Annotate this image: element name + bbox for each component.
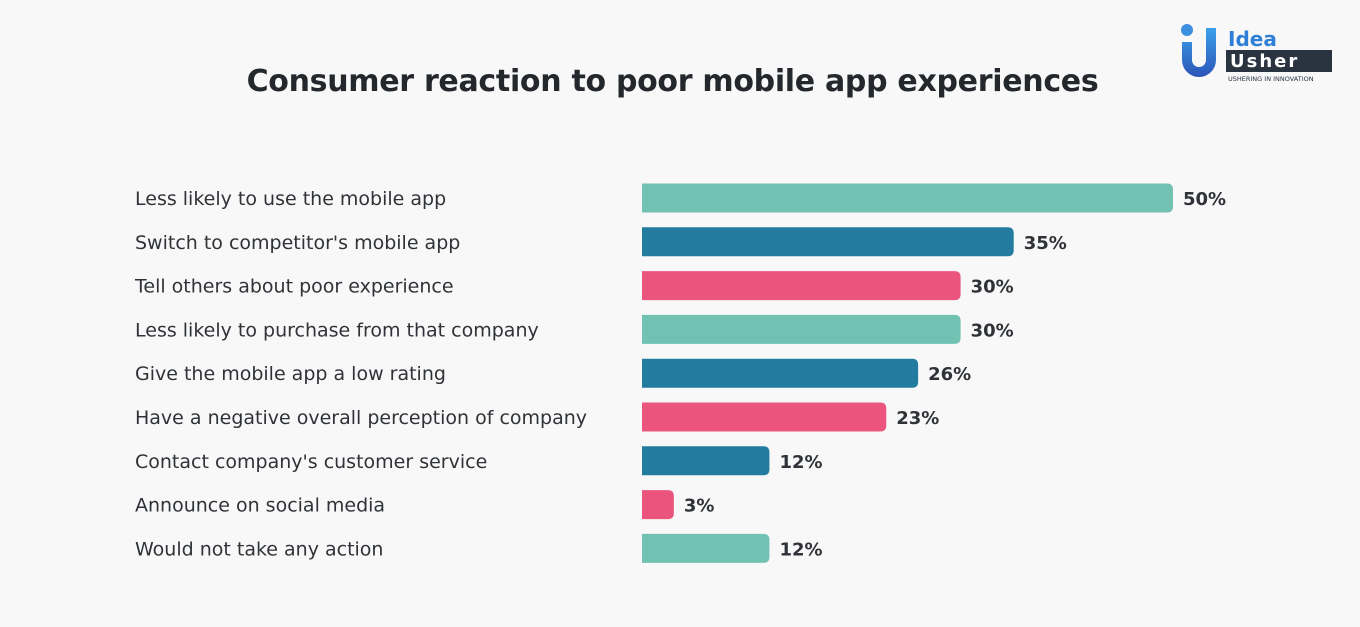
bar [642, 271, 961, 301]
bar [642, 402, 887, 432]
value-label: 12% [779, 539, 822, 560]
value-label: 50% [1183, 189, 1226, 210]
bar [642, 227, 1014, 257]
category-label: Give the mobile app a low rating [135, 363, 446, 385]
value-label: 35% [1024, 233, 1067, 254]
idea-usher-logo: Idea Usher USHERING IN INNOVATION [1181, 24, 1332, 83]
value-label: 26% [928, 364, 971, 385]
bar [642, 183, 1173, 213]
bar [642, 314, 961, 344]
value-label: 12% [779, 452, 822, 473]
category-label: Tell others about poor experience [134, 276, 454, 298]
logo-word-idea: Idea [1228, 27, 1277, 51]
value-label: 23% [896, 408, 939, 429]
category-label: Less likely to use the mobile app [135, 188, 446, 210]
value-label: 30% [971, 277, 1014, 298]
value-label: 30% [971, 320, 1014, 341]
bar [642, 533, 770, 563]
category-label: Less likely to purchase from that compan… [135, 319, 539, 341]
category-label: Announce on social media [135, 495, 385, 517]
bar [642, 446, 770, 476]
category-label: Contact company's customer service [135, 451, 487, 473]
bar [642, 490, 674, 520]
logo-tagline: USHERING IN INNOVATION [1228, 75, 1314, 83]
logo-word-usher: Usher [1230, 51, 1299, 72]
value-label: 3% [684, 496, 715, 517]
category-label: Would not take any action [135, 538, 383, 560]
category-label: Have a negative overall perception of co… [135, 407, 587, 429]
bar [642, 358, 919, 388]
category-label: Switch to competitor's mobile app [135, 232, 460, 254]
chart-title: Consumer reaction to poor mobile app exp… [246, 64, 1099, 99]
